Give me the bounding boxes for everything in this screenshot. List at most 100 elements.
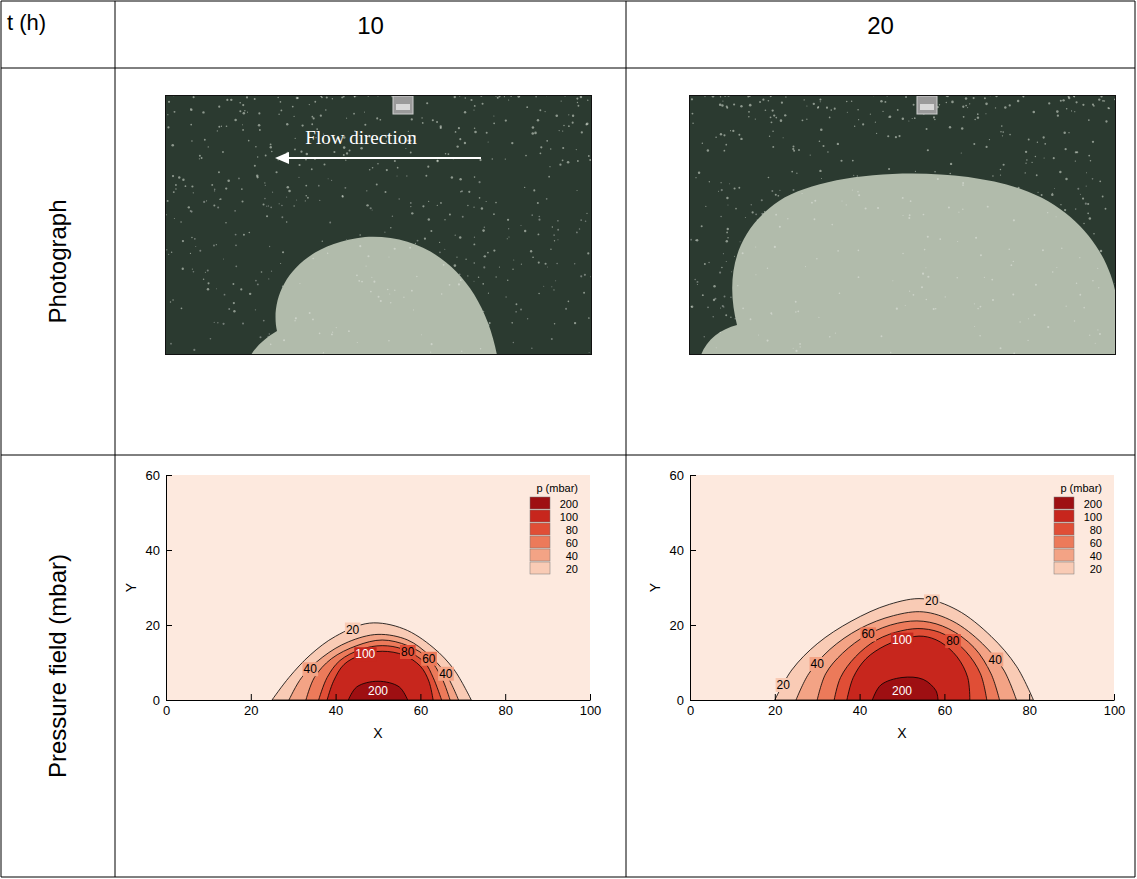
speckle — [889, 115, 892, 118]
speckle — [695, 177, 696, 178]
speckle — [286, 221, 288, 223]
speckle — [388, 256, 389, 257]
speckle — [390, 227, 391, 228]
speckle — [370, 291, 372, 293]
speckle — [770, 312, 772, 314]
speckle — [222, 151, 224, 153]
speckle — [779, 226, 781, 228]
speckle — [328, 178, 329, 179]
speckle — [378, 296, 380, 298]
speckle — [296, 97, 298, 99]
legend-label: 80 — [1090, 524, 1102, 536]
speckle — [182, 268, 184, 270]
tick-mark — [1029, 694, 1030, 700]
contour-label-text: 20 — [925, 594, 939, 608]
speckle — [958, 212, 959, 213]
speckle — [965, 97, 967, 99]
speckle — [732, 130, 734, 132]
speckle — [1000, 169, 1002, 171]
speckle — [405, 148, 406, 149]
flow-arrow — [287, 157, 481, 159]
speckle — [852, 160, 854, 162]
speckle — [364, 112, 365, 113]
speckle — [793, 348, 794, 349]
speckle — [478, 181, 480, 183]
speckle — [467, 275, 468, 276]
speckle — [167, 114, 168, 115]
table-border — [1, 455, 1135, 456]
speckle — [895, 136, 897, 138]
speckle — [427, 166, 429, 168]
pressure-chart: 0204060801000204060XY2040406080100200p (… — [123, 468, 601, 741]
speckle — [1105, 208, 1107, 210]
speckle — [511, 142, 513, 144]
speckle — [493, 122, 495, 124]
speckle — [455, 235, 456, 236]
speckle — [394, 248, 396, 250]
speckle — [293, 116, 294, 117]
speckle — [980, 254, 982, 256]
contour-label-text: 80 — [401, 645, 415, 659]
speckle — [247, 112, 248, 113]
speckle — [507, 279, 508, 280]
speckle — [473, 243, 475, 245]
label-patch — [438, 667, 454, 681]
speckle — [325, 109, 326, 110]
speckle — [992, 299, 994, 301]
tick-mark — [690, 475, 696, 476]
speckle — [730, 130, 731, 131]
speckle — [704, 263, 706, 265]
tick: 60 — [670, 468, 696, 483]
annotation: Flow direction — [305, 127, 417, 148]
speckle — [298, 177, 299, 178]
speckle — [235, 244, 237, 246]
scale-card-inner — [396, 104, 410, 110]
speckle — [182, 240, 184, 242]
legend-label: 80 — [566, 524, 578, 536]
speckle — [461, 351, 462, 352]
contour-label: 40 — [810, 657, 826, 671]
speckle — [242, 322, 244, 324]
speckle — [224, 294, 226, 296]
speckle — [1041, 194, 1043, 196]
contour-region — [272, 623, 471, 700]
speckle — [206, 200, 207, 201]
speckle — [369, 169, 371, 171]
speckle — [720, 307, 721, 308]
speckle — [802, 193, 803, 194]
speckle — [793, 189, 795, 191]
speckle — [796, 173, 797, 174]
tick-label: 80 — [1022, 703, 1036, 718]
contour-region — [319, 646, 442, 700]
speckle — [798, 149, 800, 151]
speckle — [507, 238, 508, 239]
speckle — [168, 254, 169, 255]
speckle — [1000, 174, 1001, 175]
speckle — [538, 233, 540, 235]
speckle — [361, 281, 363, 283]
speckle — [242, 129, 244, 131]
speckle — [950, 163, 952, 165]
speckle — [779, 190, 780, 191]
speckle — [962, 208, 963, 209]
tick-label: 20 — [768, 703, 782, 718]
speckle — [839, 292, 841, 294]
speckle — [910, 200, 912, 202]
speckle — [549, 166, 550, 167]
speckle — [559, 164, 561, 166]
speckle — [193, 271, 195, 273]
label-patch — [924, 594, 940, 608]
legend-label: 200 — [1084, 498, 1102, 510]
speckle — [579, 228, 580, 229]
speckle — [555, 280, 556, 281]
speckle — [1107, 107, 1109, 109]
speckle — [1059, 171, 1061, 173]
speckle — [190, 124, 192, 126]
speckle — [974, 326, 975, 327]
speckle — [1082, 104, 1084, 106]
speckle — [1047, 326, 1049, 328]
speckle — [773, 114, 775, 116]
speckle — [372, 209, 373, 210]
photo-background — [165, 95, 592, 355]
contour-region — [348, 681, 407, 700]
